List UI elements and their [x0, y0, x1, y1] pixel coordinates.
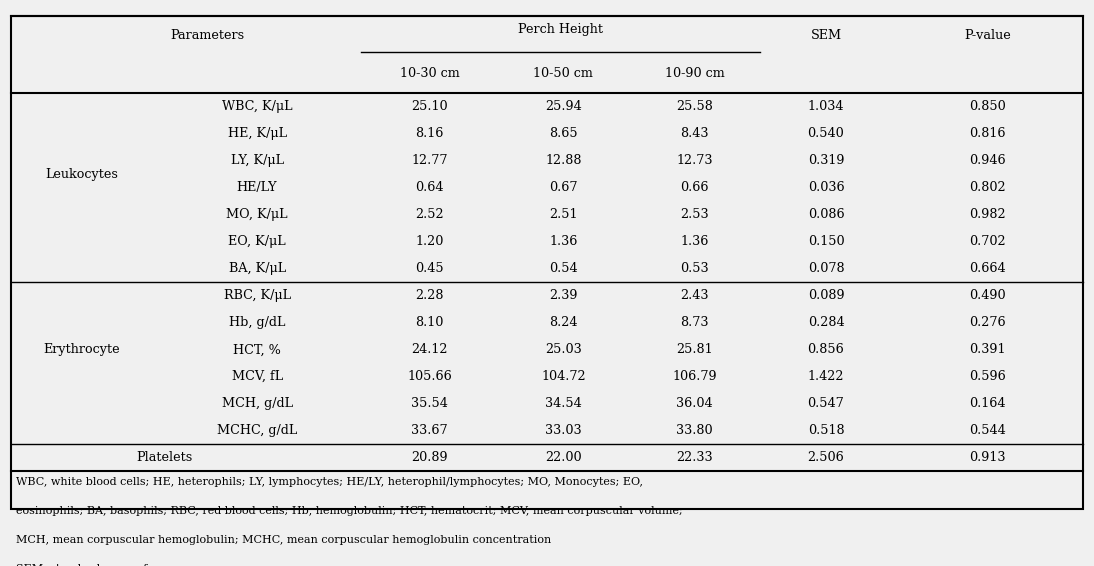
- Text: P-value: P-value: [964, 28, 1011, 41]
- Text: 12.73: 12.73: [676, 155, 713, 168]
- Text: 2.506: 2.506: [807, 451, 845, 464]
- Text: 8.10: 8.10: [416, 316, 443, 329]
- Text: 0.850: 0.850: [969, 100, 1005, 113]
- Text: 0.547: 0.547: [807, 397, 845, 410]
- Text: Perch Height: Perch Height: [519, 23, 603, 36]
- Text: 25.58: 25.58: [676, 100, 713, 113]
- Text: 0.150: 0.150: [807, 235, 845, 248]
- Text: Hb, g/dL: Hb, g/dL: [229, 316, 286, 329]
- Text: 1.36: 1.36: [680, 235, 709, 248]
- Text: 0.596: 0.596: [969, 370, 1005, 383]
- Text: HE/LY: HE/LY: [236, 181, 278, 194]
- Text: 0.702: 0.702: [969, 235, 1005, 248]
- Text: 0.802: 0.802: [969, 181, 1005, 194]
- Text: 12.77: 12.77: [411, 155, 447, 168]
- Text: 24.12: 24.12: [411, 343, 447, 356]
- Text: 0.54: 0.54: [549, 262, 578, 275]
- Text: 8.16: 8.16: [416, 127, 443, 140]
- Text: 0.544: 0.544: [969, 424, 1005, 437]
- Text: 0.490: 0.490: [969, 289, 1005, 302]
- Text: 0.540: 0.540: [807, 127, 845, 140]
- Text: 8.24: 8.24: [549, 316, 578, 329]
- Text: WBC, white blood cells; HE, heterophils; LY, lymphocytes; HE/LY, heterophil/lymp: WBC, white blood cells; HE, heterophils;…: [16, 478, 643, 487]
- Text: 25.03: 25.03: [545, 343, 582, 356]
- Text: 0.946: 0.946: [969, 155, 1005, 168]
- Text: 25.10: 25.10: [411, 100, 447, 113]
- Text: 0.319: 0.319: [807, 155, 845, 168]
- Text: 2.52: 2.52: [415, 208, 444, 221]
- Text: 2.53: 2.53: [680, 208, 709, 221]
- Text: 0.284: 0.284: [807, 316, 845, 329]
- Text: 25.94: 25.94: [545, 100, 582, 113]
- Text: RBC, K/μL: RBC, K/μL: [223, 289, 291, 302]
- Text: 0.53: 0.53: [680, 262, 709, 275]
- Text: MO, K/μL: MO, K/μL: [226, 208, 288, 221]
- Text: BA, K/μL: BA, K/μL: [229, 262, 286, 275]
- Text: Parameters: Parameters: [171, 28, 245, 41]
- Text: MCV, fL: MCV, fL: [232, 370, 282, 383]
- Text: 2.28: 2.28: [415, 289, 444, 302]
- Text: 0.086: 0.086: [807, 208, 845, 221]
- Text: 22.33: 22.33: [676, 451, 713, 464]
- Text: 0.089: 0.089: [807, 289, 845, 302]
- Text: 1.20: 1.20: [416, 235, 443, 248]
- Text: 0.66: 0.66: [680, 181, 709, 194]
- Text: 1.422: 1.422: [807, 370, 845, 383]
- Text: 10-50 cm: 10-50 cm: [534, 67, 593, 80]
- Text: 35.54: 35.54: [411, 397, 447, 410]
- Text: 0.391: 0.391: [969, 343, 1005, 356]
- Text: 105.66: 105.66: [407, 370, 452, 383]
- Text: 0.64: 0.64: [415, 181, 444, 194]
- Text: 0.078: 0.078: [807, 262, 845, 275]
- Text: 33.67: 33.67: [411, 424, 447, 437]
- Text: LY, K/μL: LY, K/μL: [231, 155, 283, 168]
- Text: Leukocytes: Leukocytes: [46, 168, 118, 181]
- Text: Erythrocyte: Erythrocyte: [44, 343, 120, 356]
- Text: 0.276: 0.276: [969, 316, 1005, 329]
- Text: MCH, g/dL: MCH, g/dL: [222, 397, 292, 410]
- Text: 12.88: 12.88: [545, 155, 582, 168]
- Text: 0.518: 0.518: [807, 424, 845, 437]
- Text: 0.164: 0.164: [969, 397, 1005, 410]
- Text: 0.982: 0.982: [969, 208, 1005, 221]
- Text: 22.00: 22.00: [545, 451, 582, 464]
- Text: 0.45: 0.45: [415, 262, 444, 275]
- Text: 2.39: 2.39: [549, 289, 578, 302]
- Text: 10-30 cm: 10-30 cm: [399, 67, 459, 80]
- Text: eosinophils; BA, basophils; RBC, red blood cells; Hb, hemoglobulin; HCT, hematoc: eosinophils; BA, basophils; RBC, red blo…: [16, 506, 683, 516]
- Text: 0.664: 0.664: [969, 262, 1005, 275]
- Text: 2.43: 2.43: [680, 289, 709, 302]
- Text: MCH, mean corpuscular hemoglobulin; MCHC, mean corpuscular hemoglobulin concentr: MCH, mean corpuscular hemoglobulin; MCHC…: [16, 534, 551, 544]
- Text: 33.03: 33.03: [545, 424, 582, 437]
- Text: 0.913: 0.913: [969, 451, 1005, 464]
- Text: WBC, K/μL: WBC, K/μL: [222, 100, 292, 113]
- Text: 8.73: 8.73: [680, 316, 709, 329]
- Text: 25.81: 25.81: [676, 343, 713, 356]
- Text: 0.816: 0.816: [969, 127, 1005, 140]
- Text: 10-90 cm: 10-90 cm: [665, 67, 724, 80]
- Text: 20.89: 20.89: [411, 451, 447, 464]
- Text: 36.04: 36.04: [676, 397, 713, 410]
- Text: 1.36: 1.36: [549, 235, 578, 248]
- Text: HE, K/μL: HE, K/μL: [228, 127, 287, 140]
- Text: Platelets: Platelets: [136, 451, 193, 464]
- Text: 8.43: 8.43: [680, 127, 709, 140]
- Text: 106.79: 106.79: [673, 370, 717, 383]
- Text: 34.54: 34.54: [545, 397, 582, 410]
- Text: 33.80: 33.80: [676, 424, 713, 437]
- Text: SEM, standard error of mean: SEM, standard error of mean: [16, 563, 183, 566]
- Text: 0.036: 0.036: [807, 181, 845, 194]
- Text: 2.51: 2.51: [549, 208, 578, 221]
- Text: 8.65: 8.65: [549, 127, 578, 140]
- Text: HCT, %: HCT, %: [233, 343, 281, 356]
- Text: 1.034: 1.034: [807, 100, 845, 113]
- Text: SEM: SEM: [811, 28, 841, 41]
- Text: 0.856: 0.856: [807, 343, 845, 356]
- Text: 104.72: 104.72: [542, 370, 585, 383]
- Text: EO, K/μL: EO, K/μL: [229, 235, 286, 248]
- Text: MCHC, g/dL: MCHC, g/dL: [217, 424, 298, 437]
- Text: 0.67: 0.67: [549, 181, 578, 194]
